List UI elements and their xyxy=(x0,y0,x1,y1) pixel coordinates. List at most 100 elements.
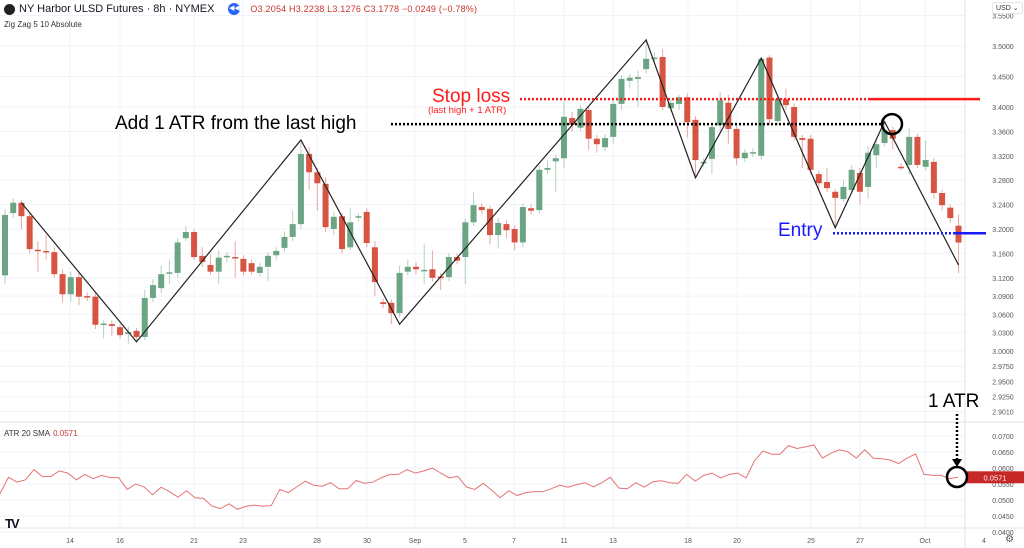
candle-body xyxy=(782,99,789,106)
candle-body xyxy=(684,97,691,123)
atr-indicator-label[interactable]: ATR 20 SMA 0.0571 xyxy=(4,429,78,438)
candle-body xyxy=(265,255,272,267)
candle xyxy=(626,74,633,89)
candle-body xyxy=(223,255,230,258)
candle xyxy=(676,94,683,111)
candle-body xyxy=(676,97,683,104)
candle xyxy=(552,154,559,193)
candle xyxy=(281,231,288,253)
candle-body xyxy=(881,130,888,143)
candle xyxy=(930,158,937,199)
candle-body xyxy=(939,193,946,206)
candle-body xyxy=(10,202,17,214)
tradingview-logo: TV xyxy=(5,516,20,531)
price-tick-label: 3.4000 xyxy=(992,105,1014,112)
candle xyxy=(240,255,247,276)
price-tick-label: 3.5000 xyxy=(992,44,1014,51)
candle xyxy=(363,208,370,248)
candle-body xyxy=(947,207,954,219)
candle-body xyxy=(750,152,757,154)
candle xyxy=(519,203,526,248)
date-tick-label: 14 xyxy=(66,538,74,545)
candle xyxy=(273,247,280,260)
candle xyxy=(84,292,91,301)
candle xyxy=(149,279,156,303)
candle xyxy=(314,167,321,211)
candle xyxy=(248,259,255,275)
candle xyxy=(840,180,847,203)
candle-body xyxy=(544,167,551,170)
candle-body xyxy=(569,117,576,125)
candle xyxy=(215,250,222,284)
candle-body xyxy=(59,274,66,295)
candle-body xyxy=(141,297,148,337)
atr-tick-label: 0.0700 xyxy=(992,434,1014,441)
candle-body xyxy=(67,277,74,295)
candle-body xyxy=(478,207,485,211)
candle xyxy=(495,218,502,249)
candle-body xyxy=(454,257,461,261)
candle-body xyxy=(51,252,58,275)
candle-body xyxy=(511,228,518,243)
candle-body xyxy=(708,127,715,159)
candle xyxy=(34,241,41,272)
candle-body xyxy=(593,138,600,145)
price-tick-label: 3.2400 xyxy=(992,203,1014,210)
candle-body xyxy=(930,161,937,194)
candle-body xyxy=(240,258,247,272)
symbol-title[interactable]: NY Harbor ULSD Futures · 8h · NYMEX xyxy=(19,3,215,15)
price-tick-label: 3.0000 xyxy=(992,349,1014,356)
price-tick-label: 3.1200 xyxy=(992,276,1014,283)
candle xyxy=(659,49,666,111)
candle xyxy=(914,133,921,168)
candle-body xyxy=(470,205,477,223)
candle xyxy=(733,125,740,165)
price-tick-label: 3.3600 xyxy=(992,129,1014,136)
candle xyxy=(815,170,822,190)
candle xyxy=(766,55,773,126)
candle-body xyxy=(832,191,839,198)
candle-body xyxy=(108,324,115,326)
date-tick-label: 30 xyxy=(363,538,371,545)
zigzag-line xyxy=(20,38,960,343)
candle xyxy=(832,188,839,228)
candle-body xyxy=(363,211,370,244)
zigzag-indicator-label[interactable]: Zig Zag 5 10 Absolute xyxy=(4,20,82,29)
candle-body xyxy=(741,152,748,159)
price-tick-label: 2.9010 xyxy=(992,409,1014,416)
candle-body xyxy=(92,296,99,325)
candle-body xyxy=(43,250,50,253)
candle xyxy=(182,225,189,242)
candle-body xyxy=(413,266,419,270)
candle-body xyxy=(306,153,313,173)
candle-body xyxy=(486,208,493,236)
candle xyxy=(265,252,272,281)
candle-body xyxy=(602,138,609,148)
candle-body xyxy=(626,77,633,81)
candle-body xyxy=(824,182,830,189)
price-tick-label: 2.9500 xyxy=(992,379,1014,386)
atr-tick-label: 0.0650 xyxy=(992,450,1014,457)
candle xyxy=(651,52,658,62)
candle-body xyxy=(840,186,847,200)
candle-body xyxy=(807,138,814,170)
candle-body xyxy=(18,202,25,217)
candle-body xyxy=(75,277,82,297)
candle xyxy=(51,247,58,278)
currency-dropdown[interactable]: USD ⌄ xyxy=(992,2,1023,14)
candle-body xyxy=(659,56,666,107)
candle xyxy=(166,259,173,284)
candle xyxy=(593,135,600,153)
candle xyxy=(577,105,584,132)
candle xyxy=(297,139,304,229)
candle xyxy=(544,160,551,175)
candle xyxy=(486,205,493,245)
candle-body xyxy=(774,99,781,122)
candle-body xyxy=(232,257,239,259)
candle xyxy=(503,220,510,239)
gear-icon[interactable]: ⚙ xyxy=(1005,534,1014,545)
candle-body xyxy=(281,236,288,248)
replay-icon[interactable]: ◀◀ xyxy=(228,3,241,15)
date-tick-label: 27 xyxy=(856,538,864,545)
